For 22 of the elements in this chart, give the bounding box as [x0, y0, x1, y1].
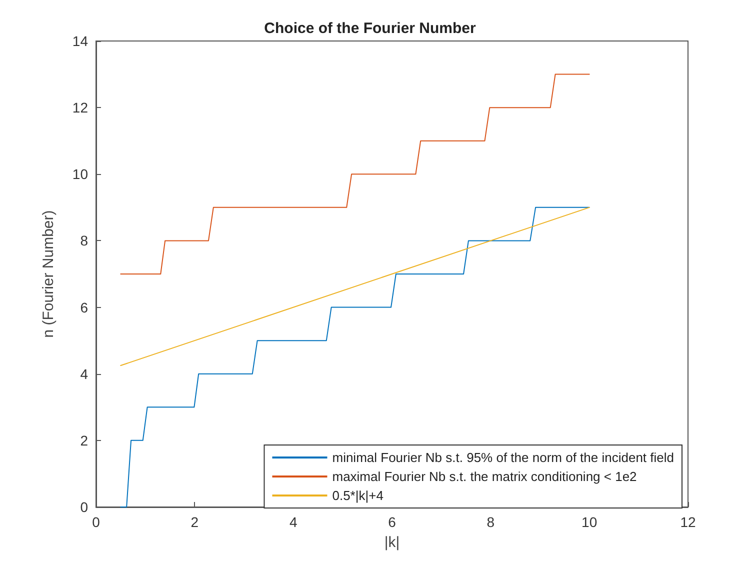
y-tick-label: 2	[80, 432, 88, 448]
x-tick-label: 12	[680, 514, 696, 530]
y-tick-label: 8	[80, 232, 88, 249]
x-tick-label: 2	[190, 514, 199, 530]
legend-label: 0.5*|k|+4	[332, 488, 384, 503]
y-tick-label: 4	[80, 366, 88, 382]
legend-label: minimal Fourier Nb s.t. 95% of the norm of the incident field	[332, 450, 674, 465]
x-tick-label: 8	[486, 514, 495, 530]
y-tick-label: 10	[72, 166, 88, 182]
y-tick-label: 14	[72, 33, 88, 49]
x-tick-label: 6	[388, 514, 396, 530]
line-series	[120, 74, 590, 274]
y-axis-title: n (Fourier Number)	[40, 210, 57, 338]
chart-title: Choice of the Fourier Number	[264, 20, 476, 37]
x-axis-title: |k|	[384, 534, 400, 551]
x-tick-label: 4	[289, 514, 298, 530]
x-tick-label: 10	[582, 514, 598, 530]
legend-label: maximal Fourier Nb s.t. the matrix conditioning < 1e2	[332, 469, 637, 484]
y-tick-label: 12	[72, 100, 88, 116]
y-tick-label: 6	[80, 299, 88, 316]
y-tick-label: 0	[80, 499, 88, 515]
x-tick-label: 0	[92, 514, 100, 530]
